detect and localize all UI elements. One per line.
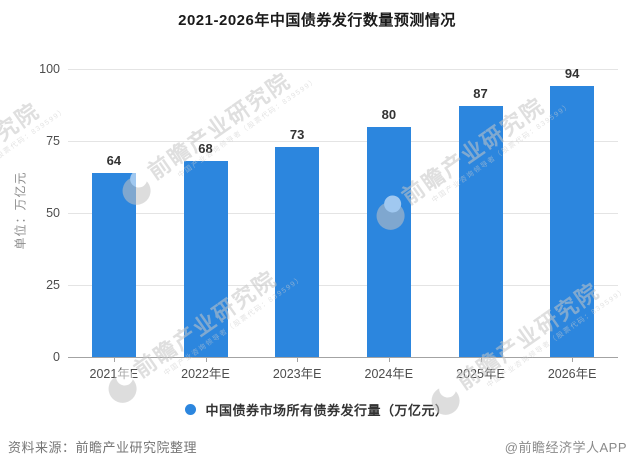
legend: 中国债券市场所有债券发行量（万亿元） (0, 401, 634, 418)
x-axis-tick (297, 358, 299, 362)
x-axis-tick (480, 358, 482, 362)
bar-value-label: 73 (289, 126, 305, 142)
x-axis-tick (113, 358, 115, 362)
bar-value-label: 80 (381, 106, 397, 122)
legend-series-dot-icon (185, 403, 197, 415)
x-axis-tick-label: 2024年E (364, 367, 414, 381)
x-axis-tick (205, 358, 207, 362)
legend-series-label[interactable]: 中国债券市场所有债券发行量（万亿元） (205, 402, 449, 418)
footer-credit-text: @前瞻经济学人APP (504, 440, 627, 455)
gridline (68, 68, 618, 70)
gridline (68, 140, 618, 142)
gridline (68, 212, 618, 214)
bar-value-label: 68 (198, 141, 213, 157)
x-axis-tick-label: 2026年E (547, 367, 597, 381)
footer-source-text: 资料来源：前瞻产业研究院整理 (8, 440, 198, 455)
bar-value-label: 64 (106, 152, 122, 168)
bar-value-label: 87 (473, 86, 488, 102)
bar-2025年E[interactable] (458, 106, 503, 357)
y-axis-tick-label: 25 (46, 278, 60, 292)
x-axis-tick (572, 358, 574, 362)
bar-2024年E[interactable] (366, 126, 411, 357)
watermark-text: 前瞻产业研究院 (0, 97, 45, 215)
bar-2026年E[interactable] (550, 86, 595, 357)
bar-value-label: 94 (564, 66, 580, 82)
chart-title: 2021-2026年中国债券发行数量预测情况 (178, 12, 456, 29)
x-axis-tick-label: 2021年E (89, 367, 139, 381)
x-axis-tick-label: 2022年E (181, 367, 230, 381)
plot-area (68, 68, 618, 358)
bar-2021年E[interactable] (91, 172, 136, 357)
y-axis-tick-label: 100 (39, 62, 60, 76)
y-axis-tick-label: 0 (53, 350, 60, 364)
x-axis-tick-label: 2025年E (456, 367, 505, 381)
y-axis-tick-label: 75 (46, 134, 60, 148)
gridline (68, 284, 618, 286)
bar-2023年E[interactable] (275, 146, 320, 357)
x-axis-tick-label: 2023年E (272, 367, 322, 381)
watermark-subtext: 中国产业咨询领导者（股票代码：839599） (0, 106, 68, 210)
y-axis-tick-label: 50 (46, 206, 60, 220)
bar-2022年E[interactable] (183, 161, 228, 357)
x-axis-tick (388, 358, 390, 362)
